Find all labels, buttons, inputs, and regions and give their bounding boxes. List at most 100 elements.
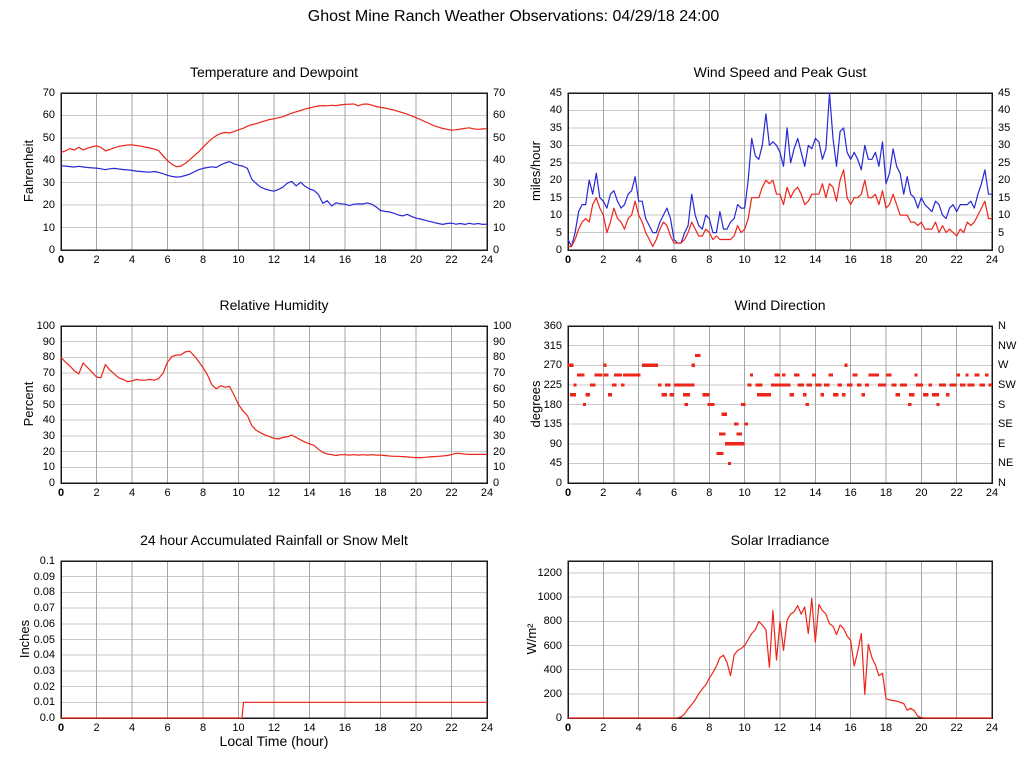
wind_speed-xtick: 20 <box>915 254 928 266</box>
temperature_dewpoint-plot <box>60 92 488 251</box>
wind_direction-ytick-right: SE <box>998 418 1013 431</box>
rainfall-title: 24 hour Accumulated Rainfall or Snow Mel… <box>140 532 408 548</box>
temperature_dewpoint-ytick-left: 0 <box>48 244 55 256</box>
wind_direction-marker <box>805 402 809 407</box>
wind_direction-marker <box>785 383 791 387</box>
wind_direction-marker <box>684 402 688 407</box>
humidity-xtick: 8 <box>199 487 207 499</box>
solar-ytick-left: 400 <box>543 663 562 676</box>
solar-xtick: 20 <box>915 722 928 734</box>
solar-ytick-left: 600 <box>543 639 562 652</box>
wind_direction-marker <box>721 412 727 416</box>
wind_direction-marker <box>844 363 848 367</box>
rainfall-frame <box>60 560 488 719</box>
wind_direction-marker <box>583 402 587 407</box>
wind_direction-xtick: 4 <box>635 487 642 499</box>
wind_speed-ytick-right: 45 <box>998 87 1011 99</box>
solar-ytick-left: 800 <box>543 615 562 628</box>
wind_direction-marker <box>603 373 609 377</box>
wind_direction-xtick: 24 <box>985 487 999 499</box>
wind_direction-marker <box>590 383 596 387</box>
solar-xtick: 24 <box>985 722 999 734</box>
rainfall-ytick-left: 0.09 <box>33 570 55 583</box>
solar-xtick: 12 <box>773 722 787 734</box>
wind_direction-marker <box>820 393 825 397</box>
rainfall-ytick-left: 0.02 <box>33 680 55 693</box>
rainfall-ytick-left: 0.06 <box>33 617 55 630</box>
wind_direction-ytick-right: N <box>998 477 1006 489</box>
solar-xtick: 0 <box>564 722 572 734</box>
rainfall-xtick: 18 <box>374 722 387 734</box>
wind_speed-ytick-left: 10 <box>549 209 562 222</box>
wind_direction-xtick: 14 <box>809 487 822 499</box>
wind_speed-xtick: 6 <box>670 254 678 266</box>
rainfall-ytick-left: 0.07 <box>33 602 55 615</box>
wind_direction-marker <box>956 373 961 377</box>
temperature_dewpoint-xtick: 22 <box>445 254 458 266</box>
wind_direction-marker <box>960 383 966 387</box>
humidity-xtick: 10 <box>232 487 245 499</box>
wind_direction-marker <box>936 402 940 407</box>
wind_direction-marker <box>946 393 950 397</box>
wind_direction-marker <box>979 383 985 387</box>
wind_direction-marker <box>658 383 662 387</box>
wind_speed-xtick: 10 <box>738 254 751 266</box>
wind_speed-ytick-left: 40 <box>549 104 562 117</box>
solar-frame <box>567 560 993 719</box>
rainfall-xtick: 8 <box>199 722 207 734</box>
wind_direction-marker <box>852 373 858 377</box>
wind_speed-ytick-right: 5 <box>998 226 1005 239</box>
solar-ytick-left: 1000 <box>537 591 562 604</box>
wind_direction-marker <box>833 393 839 397</box>
wind_direction-marker <box>781 373 786 377</box>
temperature_dewpoint-ytick-left: 50 <box>42 131 55 144</box>
wind_direction-marker <box>755 383 763 387</box>
wind_speed-ytick-left: 25 <box>549 156 562 169</box>
wind_direction-marker <box>847 383 853 387</box>
wind_direction-marker <box>895 393 901 397</box>
solar-xtick: 16 <box>844 722 857 734</box>
humidity-ytick-right: 60 <box>493 382 506 395</box>
wind_direction-marker <box>868 373 879 377</box>
wind_direction-marker <box>741 402 746 407</box>
wind_direction-marker <box>914 373 918 377</box>
wind_speed-ytick-right: 20 <box>998 174 1011 187</box>
humidity-ytick-left: 80 <box>42 351 55 364</box>
humidity-ytick-right: 50 <box>493 398 506 411</box>
wind_speed-ytick-left: 15 <box>549 191 562 204</box>
wind_direction-ytick-right: SW <box>998 378 1016 391</box>
wind_direction-marker <box>736 432 742 436</box>
wind_direction-marker <box>967 383 975 387</box>
humidity-frame <box>60 325 488 484</box>
wind_direction-marker <box>939 383 947 387</box>
rainfall-ytick-left: 0.08 <box>33 586 55 599</box>
solar-ytick-left: 1200 <box>537 567 562 580</box>
wind_direction-marker <box>682 393 690 397</box>
temperature_dewpoint-xtick: 8 <box>199 254 207 266</box>
wind_direction-marker <box>797 383 804 387</box>
humidity-ytick-left: 100 <box>36 320 55 332</box>
wind_direction-xtick: 8 <box>706 487 713 499</box>
rainfall-xtick: 6 <box>164 722 171 734</box>
wind_direction-marker <box>771 383 786 387</box>
wind_direction-marker <box>803 393 807 397</box>
rainfall-xtick: 22 <box>445 722 458 734</box>
wind_direction-marker <box>585 393 591 397</box>
solar-xtick: 10 <box>738 722 751 734</box>
wind_speed-ytick-left: 45 <box>549 87 562 99</box>
wind_direction-xtick: 2 <box>600 487 607 499</box>
wind_direction-xtick: 12 <box>773 487 787 499</box>
wind_direction-marker <box>811 373 817 377</box>
temperature_dewpoint-ytick-right: 20 <box>493 199 506 212</box>
humidity-ytick-left: 70 <box>42 367 55 380</box>
wind_speed-plot <box>567 92 993 251</box>
wind_direction-ytick-left: 180 <box>543 398 562 411</box>
temperature_dewpoint-xtick: 12 <box>267 254 281 266</box>
wind_direction-marker <box>603 363 607 367</box>
humidity-ytick-left: 60 <box>42 382 55 395</box>
wind_direction-marker <box>719 432 726 436</box>
temperature_dewpoint-xtick: 24 <box>480 254 494 266</box>
wind_speed-ytick-right: 40 <box>998 104 1011 117</box>
wind_direction-marker <box>573 383 577 387</box>
